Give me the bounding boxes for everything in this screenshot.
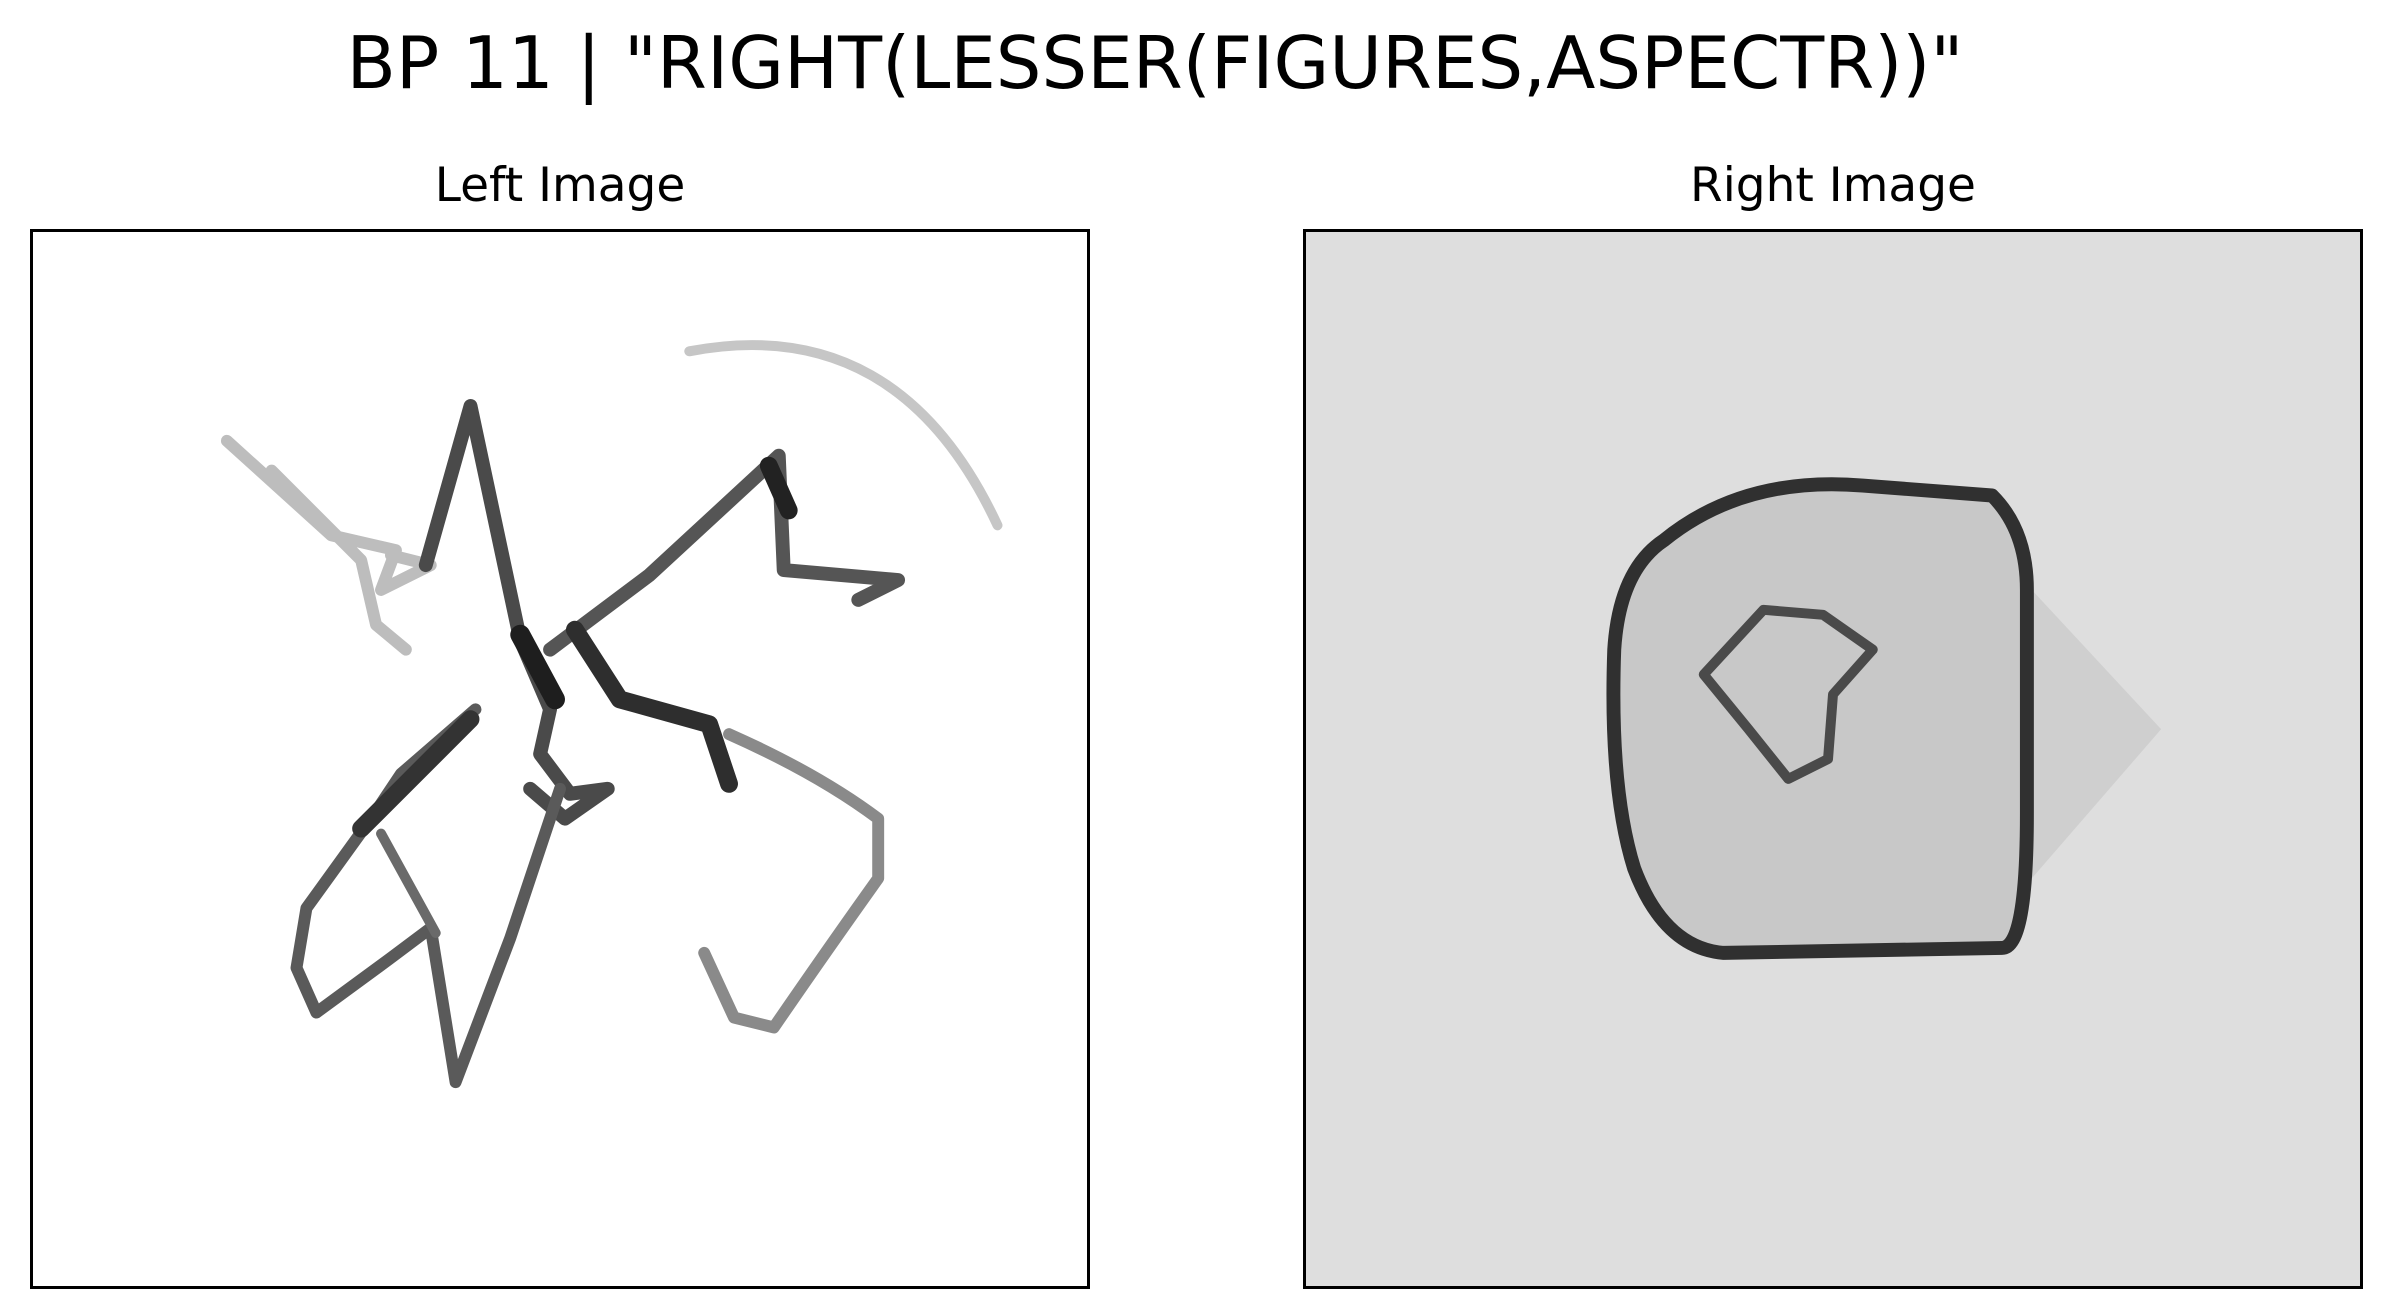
right-image-title: Right Image [1690,158,1976,213]
inner-diamond [1698,604,1878,784]
left-image-panel [30,229,1090,1289]
rounded-square [1606,477,2034,960]
light-curve [698,728,885,1034]
faint-arc [684,340,1003,531]
left-diagonal [376,828,441,938]
m-dark-peak [759,456,798,520]
dark-segment [510,624,565,710]
main-zigzag [418,399,615,826]
figure-title: BP 11 | "RIGHT(LESSER(FIGURES,ASPECTR))" [346,21,1964,105]
pale-triangle [2031,589,2162,879]
left-dark-bar [352,710,480,838]
right-image-panel [1303,229,2363,1289]
left-image-title: Left Image [434,158,686,213]
middle-stroke [565,620,738,793]
right-image-canvas [1306,232,2360,1286]
left-image-canvas [33,232,1087,1286]
